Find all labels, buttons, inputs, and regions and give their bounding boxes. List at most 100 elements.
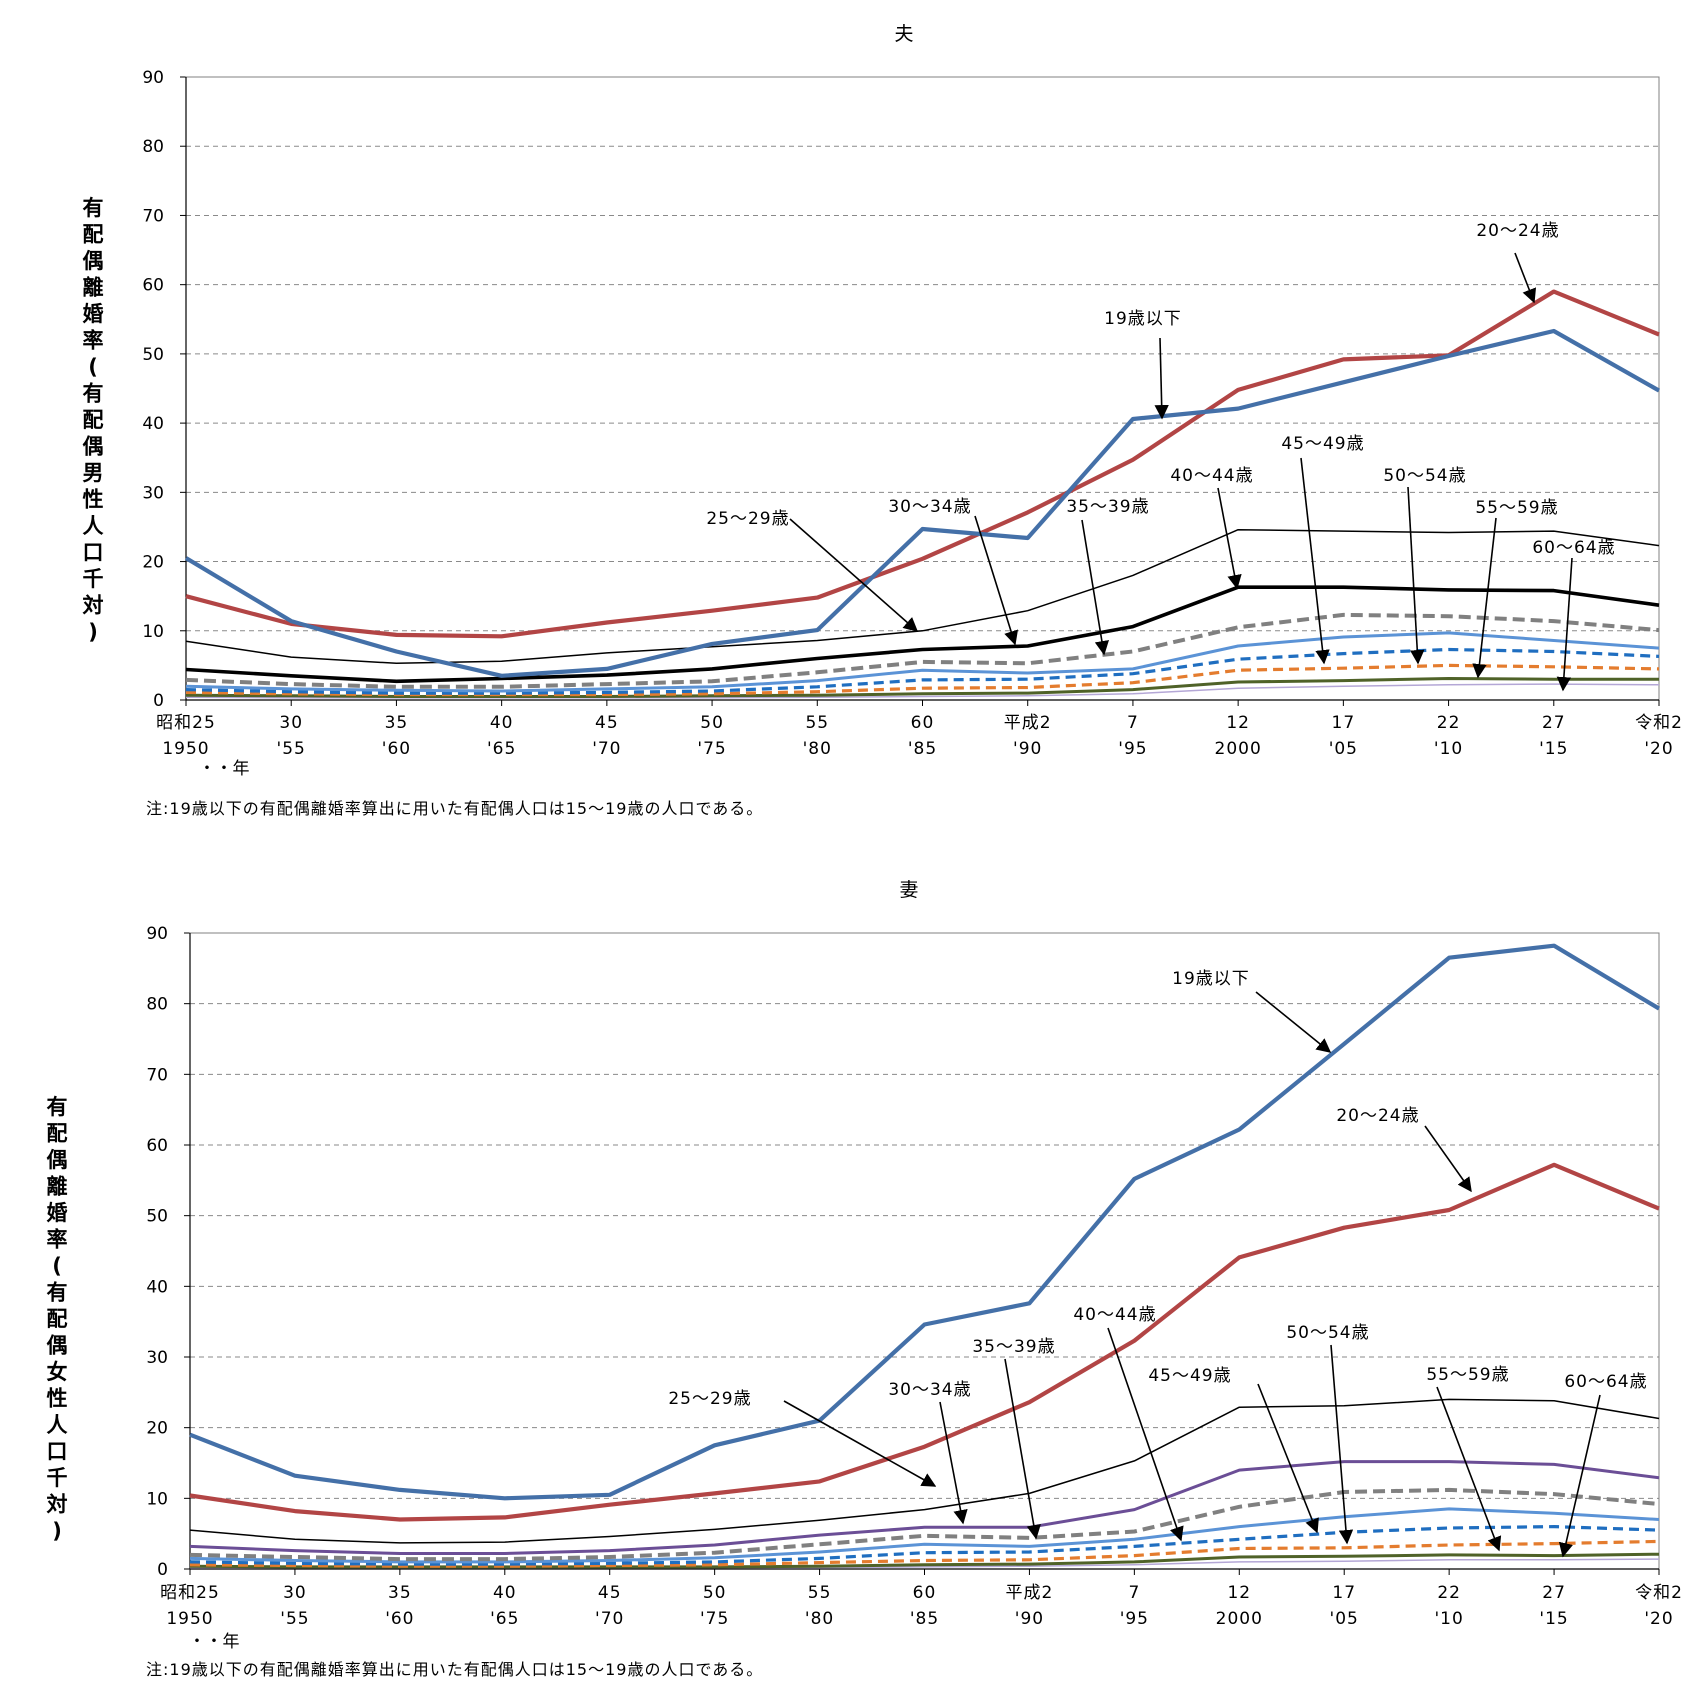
husband-x-tick-year-6: '80 xyxy=(803,739,832,759)
wife-x-tick-year-2: '60 xyxy=(385,1609,414,1629)
husband-x-tick-era-8: 平成2 xyxy=(1004,713,1052,733)
wife-y-axis-label-char: 婚 xyxy=(47,1201,68,1225)
husband-annotation-label-7: 50～54歳 xyxy=(1383,466,1466,486)
husband-annotation-label-2: 25～29歳 xyxy=(706,509,789,529)
wife-y-axis-label-char: 有 xyxy=(47,1095,68,1119)
wife-y-axis-label-char: 口 xyxy=(47,1440,68,1464)
husband-x-tick-year-11: '05 xyxy=(1329,739,1358,759)
husband-x-tick-year-13: '15 xyxy=(1539,739,1568,759)
husband-x-tick-era-1: 30 xyxy=(279,713,303,733)
wife-y-tick-label-50: 50 xyxy=(146,1207,168,1227)
wife-y-tick-label-20: 20 xyxy=(146,1419,168,1439)
wife-y-tick-label-60: 60 xyxy=(146,1136,168,1156)
wife-y-axis-label-char: 偶 xyxy=(47,1334,68,1358)
husband-x-tick-era-9: 7 xyxy=(1127,713,1139,733)
wife-y-axis-label-char: 率 xyxy=(47,1228,68,1252)
wife-x-tick-era-9: 7 xyxy=(1128,1583,1140,1603)
husband-y-tick-label-60: 60 xyxy=(142,276,164,296)
wife-annotation-arrow-0 xyxy=(1255,991,1332,1053)
husband-series-line-45-49-6 xyxy=(185,647,1660,695)
husband-x-tick-era-14: 令和2 xyxy=(1635,713,1683,733)
husband-chart-title: 夫 xyxy=(894,23,913,45)
husband-y-tick-label-90: 90 xyxy=(142,68,164,88)
wife-annotation-label-1: 20～24歳 xyxy=(1336,1106,1419,1126)
wife-x-tick-era-1: 30 xyxy=(283,1583,307,1603)
wife-annotation-label-5: 40～44歳 xyxy=(1073,1305,1156,1325)
wife-y-tick-label-40: 40 xyxy=(146,1277,168,1297)
husband-y-axis-label-char: 人 xyxy=(83,514,104,538)
wife-x-tick-year-11: '05 xyxy=(1330,1609,1359,1629)
husband-series-line-19-0 xyxy=(184,328,1661,678)
wife-y-tick-label-0: 0 xyxy=(157,1560,168,1580)
husband-x-tick-year-14: '20 xyxy=(1644,739,1673,759)
wife-y-axis-label-char: 離 xyxy=(47,1175,68,1199)
wife-annotation-label-6: 45～49歳 xyxy=(1148,1366,1231,1386)
husband-annotation-label-0: 19歳以下 xyxy=(1104,309,1182,329)
wife-chart-svg: 妻有配偶離婚率(有配偶女性人口千対)0102030405060708090昭和2… xyxy=(47,879,1682,1652)
husband-annotation-label-5: 40～44歳 xyxy=(1170,466,1253,486)
wife-annotation-arrow-6 xyxy=(1257,1383,1319,1534)
husband-x-tick-era-12: 22 xyxy=(1437,713,1461,733)
wife-annotation-arrow-3 xyxy=(939,1401,968,1525)
wife-chart: 妻有配偶離婚率(有配偶女性人口千対) 0 10 20 30 40 50 60 70 80 90 昭和2… xyxy=(0,860,1705,1705)
husband-x-tick-era-4: 45 xyxy=(595,713,619,733)
husband-x-tick-year-9: '95 xyxy=(1118,739,1147,759)
husband-x-tick-year-1: '55 xyxy=(277,739,306,759)
husband-y-tick-label-50: 50 xyxy=(142,345,164,365)
wife-y-axis-label-char: 対 xyxy=(47,1493,68,1517)
husband-chart-note: 注:19歳以下の有配偶離婚率算出に用いた有配偶人口は15～19歳の人口である。 xyxy=(146,799,764,818)
wife-y-axis-label-char: ( xyxy=(52,1254,62,1278)
husband-y-axis-label-char: 対 xyxy=(83,594,104,618)
husband-series-line-40-44-5 xyxy=(185,631,1660,693)
wife-x-tick-era-13: 27 xyxy=(1542,1583,1566,1603)
wife-annotation-label-7: 50～54歳 xyxy=(1286,1323,1369,1343)
wife-annotation-label-8: 55～59歳 xyxy=(1426,1365,1509,1385)
wife-x-tick-era-5: 50 xyxy=(703,1583,727,1603)
wife-x-tick-era-0: 昭和25 xyxy=(160,1583,220,1603)
husband-y-axis-label-char: 男 xyxy=(83,461,104,485)
wife-annotation-label-9: 60～64歳 xyxy=(1564,1372,1647,1392)
wife-annotation-arrow-2 xyxy=(783,1400,937,1487)
husband-annotation-arrow-5 xyxy=(1217,487,1242,590)
husband-y-tick-label-70: 70 xyxy=(142,206,164,226)
husband-series-line-55-59-8 xyxy=(185,677,1659,698)
husband-y-axis-label-char: 偶 xyxy=(83,249,104,273)
husband-y-axis-label-char: 婚 xyxy=(83,302,104,326)
husband-annotation-label-6: 45～49歳 xyxy=(1281,434,1364,454)
husband-x-tick-era-3: 40 xyxy=(490,713,514,733)
husband-x-tick-era-5: 50 xyxy=(700,713,724,733)
wife-y-tick-label-10: 10 xyxy=(146,1489,168,1509)
husband-annotation-arrow-0 xyxy=(1154,337,1169,420)
wife-annotation-label-2: 25～29歳 xyxy=(668,1389,751,1409)
wife-y-axis-label-char: ) xyxy=(52,1519,62,1543)
husband-x-tick-year-3: '65 xyxy=(487,739,516,759)
husband-x-tick-era-10: 12 xyxy=(1226,713,1250,733)
wife-plot-frame xyxy=(189,932,1660,1570)
wife-y-tick-label-30: 30 xyxy=(146,1348,168,1368)
wife-series-line-45-49-6 xyxy=(189,1524,1660,1566)
wife-x-tick-year-0: 1950 xyxy=(166,1609,213,1629)
wife-x-tick-era-8: 平成2 xyxy=(1006,1583,1054,1603)
wife-x-tick-era-10: 12 xyxy=(1227,1583,1251,1603)
wife-x-tick-era-7: 60 xyxy=(913,1583,937,1603)
wife-x-tick-year-14: '20 xyxy=(1644,1609,1673,1629)
wife-annotation-arrow-4 xyxy=(1004,1358,1041,1540)
husband-x-axis-unit-label: ・・年 xyxy=(199,759,250,779)
wife-chart-note: 注:19歳以下の有配偶離婚率算出に用いた有配偶人口は15～19歳の人口である。 xyxy=(146,1660,764,1679)
husband-x-tick-era-13: 27 xyxy=(1542,713,1566,733)
husband-x-tick-year-5: '75 xyxy=(697,739,726,759)
husband-y-axis-label-char: 偶 xyxy=(83,435,104,459)
husband-x-tick-year-10: 2000 xyxy=(1215,739,1262,759)
wife-x-tick-era-4: 45 xyxy=(598,1583,622,1603)
wife-series-line-20-24-1 xyxy=(189,1162,1660,1522)
husband-y-axis-label-char: 率 xyxy=(83,329,104,353)
husband-annotation-arrow-4 xyxy=(1081,519,1110,656)
husband-series-line-25-29-2 xyxy=(185,528,1660,665)
wife-x-tick-era-6: 55 xyxy=(808,1583,832,1603)
wife-annotation-label-3: 30～34歳 xyxy=(888,1380,971,1400)
husband-x-tick-era-2: 35 xyxy=(385,713,409,733)
husband-y-axis-label-char: ) xyxy=(88,620,98,644)
wife-y-axis-label: 有配偶離婚率(有配偶女性人口千対) xyxy=(47,1095,68,1543)
husband-annotation-arrow-7 xyxy=(1407,486,1425,665)
wife-x-tick-era-2: 35 xyxy=(388,1583,412,1603)
